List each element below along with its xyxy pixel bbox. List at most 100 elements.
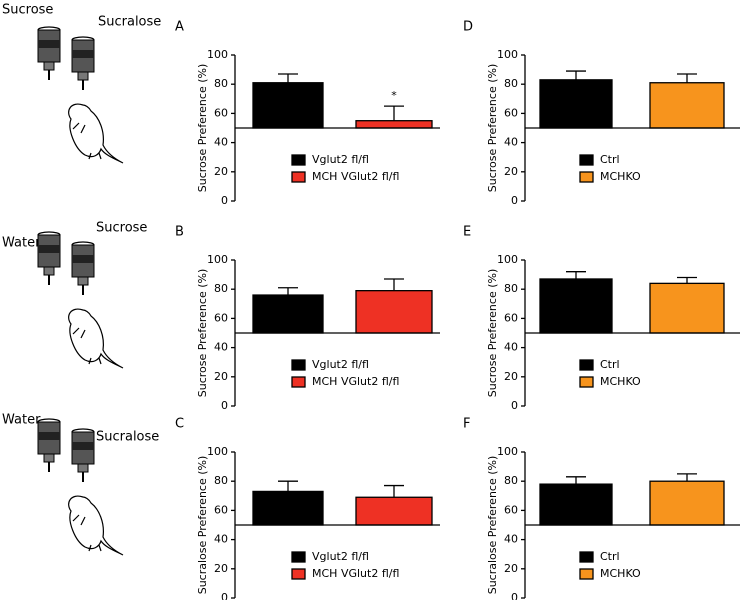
bottle-label: Sucrose: [2, 3, 53, 18]
y-tick-label: 60: [214, 503, 228, 516]
y-tick-label: 40: [214, 533, 228, 546]
legend-swatch: [579, 568, 594, 580]
panel-letter: E: [463, 225, 471, 240]
bar: [252, 294, 324, 334]
y-tick-label: 80: [504, 77, 518, 90]
bottle-label: Sucralose: [98, 15, 161, 30]
legend-swatch: [291, 568, 306, 580]
legend-swatch: [291, 359, 306, 371]
bottle-cap: [43, 61, 55, 71]
legend-label: Vglut2 fl/fl: [312, 153, 369, 166]
y-tick-label: 40: [214, 136, 228, 149]
legend-swatch: [579, 359, 594, 371]
bar: [355, 120, 433, 129]
bar: [539, 483, 613, 526]
y-tick-label: 100: [497, 253, 518, 266]
legend-label: Vglut2 fl/fl: [312, 550, 369, 563]
legend-label: MCHKO: [600, 567, 641, 580]
y-tick-label: 20: [214, 562, 228, 575]
bottle-label: Water: [2, 413, 41, 428]
legend-label: MCH VGlut2 fl/fl: [312, 567, 399, 580]
legend-swatch: [291, 551, 306, 563]
legend-swatch: [579, 171, 594, 183]
y-tick-label: 100: [497, 445, 518, 458]
y-tick-label: 100: [207, 253, 228, 266]
y-tick-label: 100: [207, 48, 228, 61]
mouse: [68, 103, 124, 164]
panel: C Sucralose Preference (%) 0 20 40 60 80 100 Vgl…: [175, 417, 440, 600]
mouse: [68, 308, 124, 369]
y-axis-label: Sucrose Preference (%): [196, 269, 209, 398]
y-tick-label: 40: [504, 136, 518, 149]
panel: B Sucrose Preference (%) 0 20 40 60 80 100 Vglut…: [175, 225, 440, 412]
bottle-label: Sucrose: [96, 221, 147, 236]
bar: [649, 480, 725, 526]
legend-swatch: [579, 154, 594, 166]
y-tick-label: 80: [504, 282, 518, 295]
legend-swatch: [291, 154, 306, 166]
bottle-band: [38, 432, 60, 440]
y-tick-label: 60: [214, 311, 228, 324]
bar: [649, 82, 725, 129]
y-tick-label: 80: [214, 474, 228, 487]
y-tick-label: 0: [511, 399, 518, 412]
bottle-cap: [43, 453, 55, 463]
legend-label: Ctrl: [600, 550, 620, 563]
y-tick-label: 40: [214, 341, 228, 354]
y-tick-label: 100: [497, 48, 518, 61]
legend-label: MCH VGlut2 fl/fl: [312, 170, 399, 183]
y-axis-label: Sucrose Preference (%): [196, 64, 209, 193]
y-axis-label: Sucrose Preference (%): [486, 64, 499, 193]
y-tick-label: 60: [504, 311, 518, 324]
y-tick-label: 40: [504, 533, 518, 546]
y-tick-label: 20: [214, 370, 228, 383]
y-tick-label: 0: [221, 591, 228, 600]
legend-label: Ctrl: [600, 153, 620, 166]
bar: [539, 278, 613, 334]
y-tick-label: 20: [504, 370, 518, 383]
y-tick-label: 0: [511, 194, 518, 207]
illustrations: Sucrose Sucralose Water Sucrose Water Su…: [2, 3, 161, 445]
panel: F Sucralose Preference (%) 0 20 40 60 80 100 Ctr…: [463, 417, 740, 600]
bottle-cap: [43, 266, 55, 276]
panel-letter: D: [463, 20, 473, 35]
bar: [539, 79, 613, 129]
mouse: [68, 495, 124, 556]
y-axis-label: Sucralose Preference (%): [486, 456, 499, 595]
legend-swatch: [291, 376, 306, 388]
bottle-band: [72, 50, 94, 58]
bottle-band: [38, 40, 60, 48]
bar: [252, 82, 324, 129]
bar: [355, 290, 433, 334]
y-tick-label: 40: [504, 341, 518, 354]
y-tick-label: 60: [214, 106, 228, 119]
bottle-label: Sucralose: [96, 430, 159, 445]
legend-swatch: [579, 551, 594, 563]
y-tick-label: 80: [214, 77, 228, 90]
panel-letter: A: [175, 20, 184, 35]
bottle-cap: [77, 71, 89, 81]
legend-swatch: [579, 376, 594, 388]
y-axis-label: Sucralose Preference (%): [196, 456, 209, 595]
legend-label: MCHKO: [600, 375, 641, 388]
panel-letter: B: [175, 225, 184, 240]
y-tick-label: 0: [511, 591, 518, 600]
legend-label: Vglut2 fl/fl: [312, 358, 369, 371]
y-tick-label: 20: [504, 562, 518, 575]
legend-label: Ctrl: [600, 358, 620, 371]
bottle-label: Water: [2, 236, 41, 251]
bottle-band: [72, 255, 94, 263]
bar: [252, 490, 324, 526]
bar: [355, 496, 433, 526]
legend-label: MCHKO: [600, 170, 641, 183]
y-tick-label: 20: [214, 165, 228, 178]
panel: A Sucrose Preference (%) 0 20 40 60 80 100 Vglut…: [175, 20, 440, 207]
panel: E Sucrose Preference (%) 0 20 40 60 80 100 Ctrl M…: [463, 225, 740, 412]
bottle-band: [38, 245, 60, 253]
y-tick-label: 80: [504, 474, 518, 487]
legend-label: MCH VGlut2 fl/fl: [312, 375, 399, 388]
legend-swatch: [291, 171, 306, 183]
bottle-cap: [77, 276, 89, 286]
panel-letter: C: [175, 417, 184, 432]
